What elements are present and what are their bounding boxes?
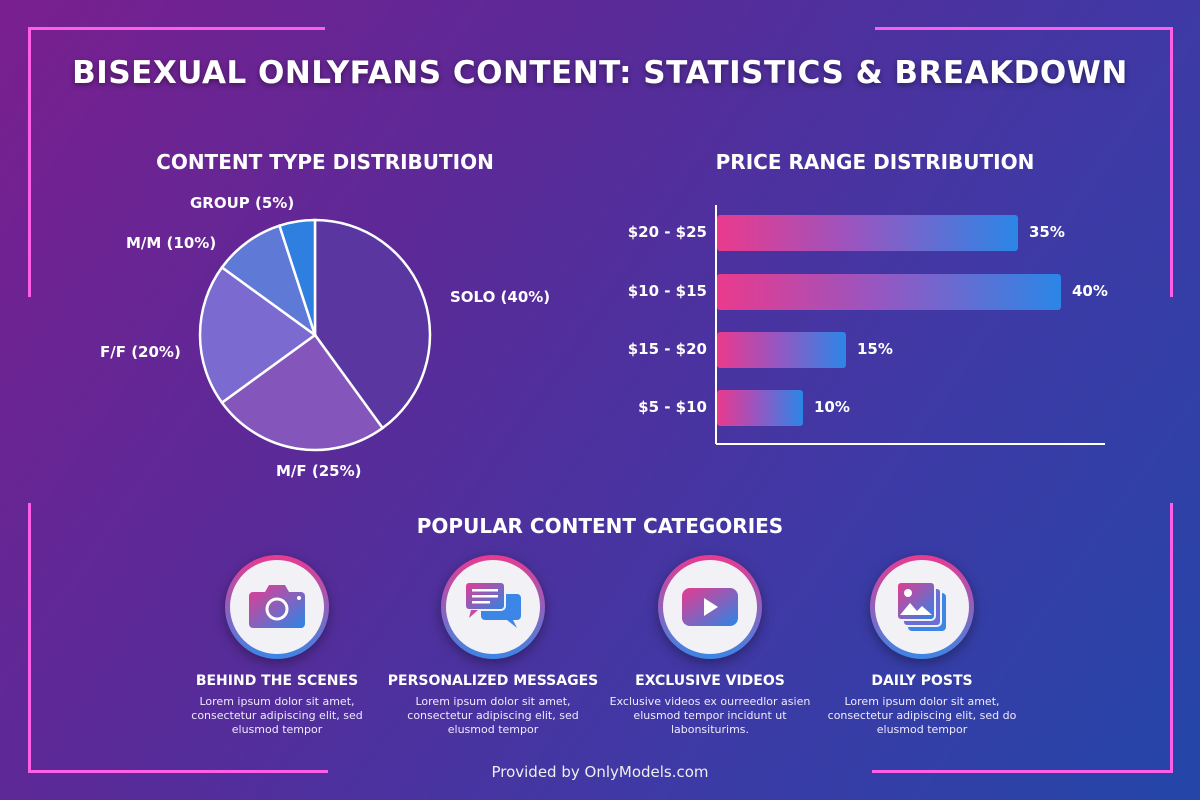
category-icon-personalized-messages xyxy=(441,555,545,659)
categories-title: POPULAR CONTENT CATEGORIES xyxy=(416,514,784,538)
category-icon-exclusive-videos xyxy=(658,555,762,659)
play-video-icon xyxy=(682,588,738,626)
bar-value-label: 40% xyxy=(1072,282,1108,300)
pie-label-solo: SOLO (40%) xyxy=(450,288,551,306)
category-title: DAILY POSTS xyxy=(871,673,973,689)
pie-slice-4 xyxy=(277,218,317,336)
bar-value-label: 10% xyxy=(814,398,850,416)
bar-value-label: 35% xyxy=(1029,223,1065,241)
pie-label-mm: M/M (10%) xyxy=(126,234,217,252)
category-title: EXCLUSIVE VIDEOS xyxy=(635,673,785,689)
category-desc: Lorem ipsum dolor sit amet, consectetur … xyxy=(827,695,1017,736)
category-desc: Exclusive videos ex ourreedlor asien elu… xyxy=(609,695,811,736)
bar-2 xyxy=(717,332,846,368)
chat-bubbles-icon xyxy=(464,581,521,628)
image-stack-icon xyxy=(896,581,946,631)
category-icon-daily-posts xyxy=(870,555,974,659)
neon-corner-bottom-right xyxy=(872,503,1173,773)
bar-category-label: $15 - $20 xyxy=(627,340,707,358)
bar-0 xyxy=(717,215,1018,251)
neon-corner-top-left xyxy=(28,27,325,297)
category-desc: Lorem ipsum dolor sit amet, consectetur … xyxy=(191,695,363,736)
page-title: BISEXUAL ONLYFANS CONTENT: STATISTICS & … xyxy=(72,55,1128,91)
camera-icon xyxy=(249,585,305,628)
pie-slice-1 xyxy=(220,333,385,452)
pie-label-ff: F/F (20%) xyxy=(100,343,181,361)
pie-label-group: GROUP (5%) xyxy=(190,194,295,212)
bar-3 xyxy=(717,390,803,426)
category-desc: Lorem ipsum dolor sit amet, consectetur … xyxy=(407,695,579,736)
neon-corner-top-right xyxy=(875,27,1173,297)
pie-slice-2 xyxy=(198,265,318,405)
bar-category-label: $10 - $15 xyxy=(627,282,707,300)
footer-credit: Provided by OnlyModels.com xyxy=(491,763,709,781)
charts-svg xyxy=(198,215,1061,452)
bar-1 xyxy=(717,274,1061,310)
bar-chart-title: PRICE RANGE DISTRIBUTION xyxy=(715,150,1035,174)
bar-category-label: $5 - $10 xyxy=(638,398,707,416)
neon-corner-bottom-left xyxy=(28,503,328,773)
pie-chart-title: CONTENT TYPE DISTRIBUTION xyxy=(156,150,494,174)
pie-slice-3 xyxy=(220,224,318,339)
category-icon-behind-the-scenes xyxy=(225,555,329,659)
pie-label-mf: M/F (25%) xyxy=(276,462,362,480)
category-title: BEHIND THE SCENES xyxy=(195,673,359,689)
bar-category-label: $20 - $25 xyxy=(627,223,707,241)
category-title: PERSONALIZED MESSAGES xyxy=(387,673,599,689)
bar-value-label: 15% xyxy=(857,340,893,358)
pie-slice-0 xyxy=(313,218,432,430)
